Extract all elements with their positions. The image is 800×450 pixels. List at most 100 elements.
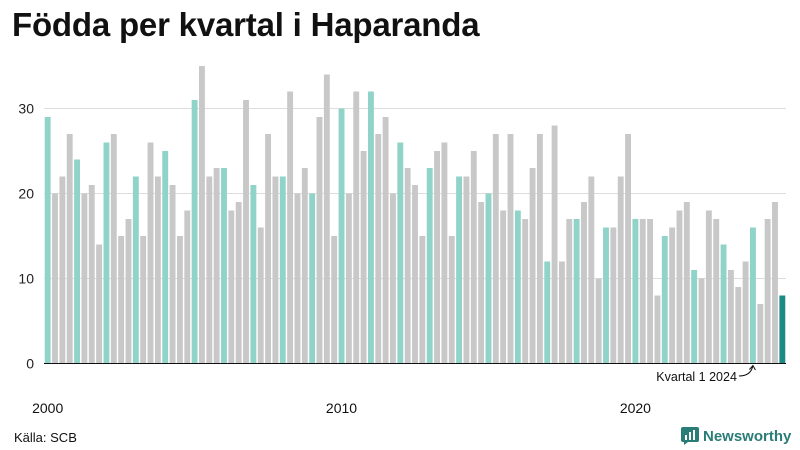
bar bbox=[529, 168, 536, 364]
bar bbox=[750, 227, 756, 364]
bar bbox=[44, 117, 51, 364]
bar bbox=[66, 134, 73, 364]
bar bbox=[154, 176, 161, 364]
bar bbox=[272, 176, 279, 364]
y-tick-label: 30 bbox=[18, 101, 34, 117]
annotation-arrow bbox=[738, 364, 756, 377]
bar bbox=[132, 176, 139, 364]
bar bbox=[221, 168, 227, 364]
bar bbox=[727, 270, 734, 364]
brand-name: Newsworthy bbox=[703, 427, 792, 445]
bar bbox=[581, 202, 587, 364]
bar bbox=[536, 134, 543, 364]
bar bbox=[705, 210, 712, 364]
x-tick-label: 2000 bbox=[32, 400, 63, 416]
bar bbox=[742, 261, 749, 364]
bar bbox=[96, 244, 103, 364]
bar bbox=[294, 193, 301, 364]
source-label: Källa: SCB bbox=[14, 430, 77, 445]
bar bbox=[287, 91, 294, 364]
bar bbox=[588, 176, 595, 364]
bar bbox=[59, 176, 66, 364]
bar bbox=[74, 159, 80, 364]
bar bbox=[382, 117, 389, 364]
bar bbox=[757, 304, 764, 364]
bar bbox=[323, 74, 330, 364]
x-tick-label: 2020 bbox=[620, 400, 651, 416]
bar bbox=[412, 185, 418, 364]
bar bbox=[713, 219, 720, 364]
bar bbox=[617, 176, 624, 364]
annotation: Kvartal 1 2024 bbox=[656, 364, 756, 384]
bar bbox=[573, 219, 580, 364]
bar bbox=[419, 236, 426, 364]
bar bbox=[603, 227, 609, 364]
bar bbox=[735, 287, 742, 364]
bar bbox=[639, 219, 646, 364]
bar bbox=[250, 185, 257, 364]
bar bbox=[485, 193, 492, 364]
annotation-label: Kvartal 1 2024 bbox=[656, 370, 737, 384]
bar bbox=[147, 142, 154, 364]
bar bbox=[625, 134, 631, 364]
bar bbox=[514, 210, 521, 364]
bar bbox=[301, 168, 308, 364]
bar bbox=[191, 100, 198, 364]
bar bbox=[184, 210, 191, 364]
bar bbox=[595, 278, 602, 364]
bar bbox=[206, 176, 213, 364]
bar bbox=[610, 227, 617, 364]
bar bbox=[316, 117, 323, 364]
bar bbox=[434, 151, 440, 364]
bar bbox=[566, 219, 573, 364]
bar bbox=[492, 134, 499, 364]
bar bbox=[676, 210, 683, 364]
bar bbox=[669, 227, 676, 364]
bar bbox=[309, 193, 316, 364]
bar bbox=[375, 134, 382, 364]
bar bbox=[522, 219, 529, 364]
bar bbox=[390, 193, 396, 364]
bar bbox=[470, 151, 477, 364]
chart-title: Födda per kvartal i Haparanda bbox=[12, 6, 480, 43]
bar bbox=[507, 134, 514, 364]
bar bbox=[551, 125, 558, 364]
bar bbox=[632, 219, 639, 364]
bar bbox=[404, 168, 411, 364]
bar bbox=[140, 236, 147, 364]
bar bbox=[772, 202, 778, 364]
bar bbox=[779, 295, 786, 364]
bar bbox=[176, 236, 183, 364]
y-tick-labels: 0 10 20 30 bbox=[18, 101, 34, 372]
bar bbox=[331, 236, 338, 364]
bar bbox=[228, 210, 235, 364]
bar bbox=[338, 108, 345, 364]
bar bbox=[558, 261, 565, 364]
bar bbox=[265, 134, 272, 364]
bar bbox=[764, 219, 771, 364]
bar bbox=[52, 193, 58, 364]
y-tick-label: 0 bbox=[26, 356, 34, 372]
bar bbox=[448, 236, 455, 364]
bar bbox=[441, 142, 448, 364]
bar bbox=[125, 219, 132, 364]
bar bbox=[81, 193, 88, 364]
bar bbox=[360, 151, 367, 364]
bar bbox=[683, 202, 690, 364]
bar bbox=[698, 278, 705, 364]
bars bbox=[44, 66, 786, 364]
x-tick-label: 2010 bbox=[326, 400, 357, 416]
bar bbox=[478, 202, 485, 364]
bar bbox=[397, 142, 404, 364]
bar bbox=[691, 270, 698, 364]
bar bbox=[235, 202, 242, 364]
bar bbox=[720, 244, 727, 364]
bar bbox=[88, 185, 95, 364]
brand-logo: Newsworthy bbox=[681, 427, 791, 445]
bar bbox=[279, 176, 286, 364]
newsworthy-logo-icon bbox=[681, 427, 699, 445]
y-tick-label: 10 bbox=[18, 271, 34, 287]
bar bbox=[426, 168, 433, 364]
y-tick-label: 20 bbox=[18, 186, 34, 202]
